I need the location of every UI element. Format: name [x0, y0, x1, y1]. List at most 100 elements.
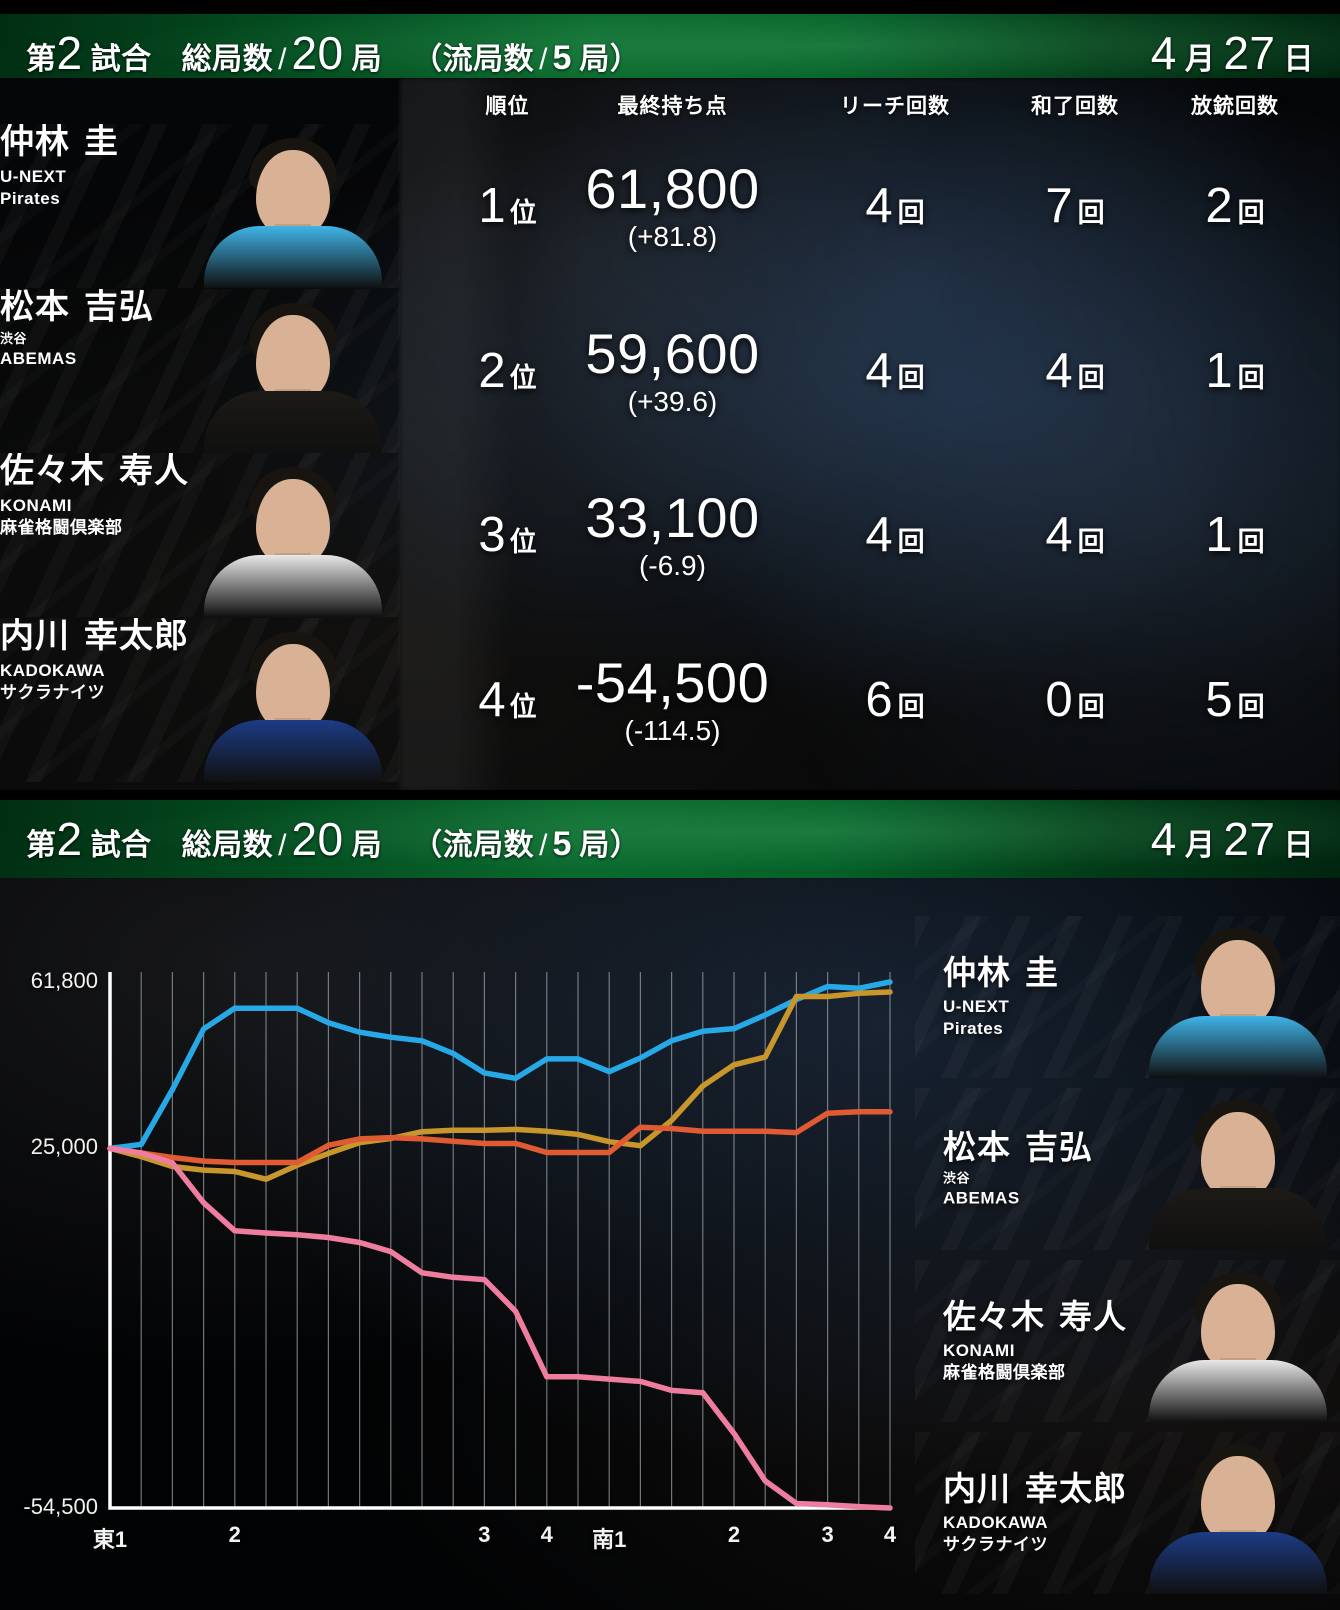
match-number-2: 2: [56, 813, 83, 865]
player-team-line1: KONAMI: [0, 496, 72, 516]
player-family-name: 仲林: [0, 124, 70, 161]
player-card: 仲林圭 U-NEXT Pirates: [0, 124, 400, 288]
chart-axis: [108, 972, 890, 1510]
player-name: 仲林圭: [0, 124, 400, 161]
match-suffix: 試合: [90, 43, 152, 76]
score-delta: (+81.8): [627, 221, 718, 252]
score-cell: 61,800 (+81.8): [540, 161, 805, 251]
column-header-0: 順位: [485, 95, 530, 118]
date-day-2: 27: [1223, 813, 1276, 865]
player-team-line1: KADOKAWA: [0, 661, 106, 681]
slash-3: /: [278, 829, 287, 862]
player-given-name: 幸太郎: [1025, 1470, 1127, 1508]
player-name-block: 仲林圭 U-NEXT Pirates: [0, 124, 400, 209]
player-given-name: 寿人: [119, 453, 189, 490]
houju-unit: 回: [1237, 363, 1265, 393]
chart-legend-cards: 仲林圭 U-NEXT Pirates 松本 吉弘 渋谷 ABEMAS 佐々木 寿人 KONAMI 麻…: [915, 916, 1340, 1596]
column-header-2: リーチ回数: [840, 95, 950, 118]
agari-count: 4: [1045, 508, 1073, 562]
final-score: 59,600: [585, 322, 760, 385]
rank-number: 1: [478, 179, 506, 233]
rank-number: 2: [478, 344, 506, 398]
rank-unit: 位: [509, 198, 537, 228]
player-family-name: 佐々木: [0, 453, 105, 490]
match-prefix: 第: [26, 43, 57, 76]
rank-unit: 位: [509, 527, 537, 557]
portrait-head: [255, 150, 330, 238]
agari-unit: 回: [1077, 363, 1105, 393]
player-family-name: 松本: [0, 289, 70, 326]
agari-unit: 回: [1077, 527, 1105, 557]
houju-unit: 回: [1237, 692, 1265, 722]
rank-number: 4: [478, 673, 506, 727]
score-line-chart: -54,500 25,000 61,800 東1 2 3 4 南1 2 3 4: [0, 878, 905, 1610]
agari-unit: 回: [1077, 692, 1105, 722]
portrait-jersey: [203, 720, 382, 782]
player-team-line2: 麻雀格闘倶楽部: [0, 517, 123, 537]
date-month-2: 4: [1150, 813, 1177, 865]
player-card: 松本 吉弘 渋谷 ABEMAS: [0, 289, 400, 453]
player-team-line1: U-NEXT: [943, 997, 1010, 1017]
portrait-jersey: [1148, 1188, 1327, 1250]
draw-label-2: （流局数: [412, 829, 535, 862]
player-name-block: 佐々木 寿人 KONAMI 麻雀格闘倶楽部: [943, 1298, 1127, 1383]
x-axis-tick-label: 南1: [592, 1527, 627, 1552]
player-name-block: 仲林圭 U-NEXT Pirates: [943, 954, 1059, 1039]
column-header-1: 最終持ち点: [617, 95, 728, 118]
player-name: 松本 吉弘: [0, 289, 400, 326]
column-header-4: 放銃回数: [1191, 95, 1279, 118]
draw-unit: 局）: [579, 43, 641, 76]
portrait-jersey: [1148, 1360, 1327, 1422]
player-team-line1: 渋谷: [943, 1170, 971, 1186]
chart-series-line: [107, 1145, 893, 1511]
score-delta: (-6.9): [639, 550, 706, 581]
riichi-unit: 回: [897, 363, 925, 393]
table-row: 佐々木 寿人 KONAMI 麻雀格闘倶楽部 3 位 33,100 (-6.9) 4 回 4 回 1 回: [0, 453, 1340, 617]
riichi-unit: 回: [897, 198, 925, 228]
legend-player-card: 松本 吉弘 渋谷 ABEMAS: [915, 1088, 1340, 1250]
x-axis-tick-label: 3: [478, 1522, 491, 1547]
total-hands-unit: 局: [351, 43, 383, 76]
player-team-line2: ABEMAS: [943, 1188, 1020, 1208]
player-family-name: 内川: [0, 618, 70, 655]
x-axis-tick-label: 東1: [92, 1527, 128, 1552]
player-team-line1: 渋谷: [0, 331, 28, 347]
player-given-name: 吉弘: [84, 289, 154, 326]
player-name-block: 佐々木 寿人 KONAMI 麻雀格闘倶楽部: [0, 453, 400, 538]
rank-unit: 位: [509, 692, 537, 722]
results-table: 順位 最終持ち点 リーチ回数 和了回数 放銃回数 仲林圭 U-NEXT Pirates 1 位 6…: [0, 78, 1340, 790]
riichi-count: 4: [865, 344, 893, 398]
x-axis-tick-label: 3: [821, 1522, 834, 1547]
date-day: 27: [1223, 27, 1276, 79]
houju-count: 1: [1205, 508, 1233, 562]
player-team-line2: 麻雀格闘倶楽部: [943, 1362, 1066, 1382]
y-axis-tick-label: 25,000: [30, 1134, 98, 1160]
draw-label: （流局数: [412, 43, 535, 76]
total-hands-value-2: 20: [291, 813, 344, 865]
chart-series-line: [107, 979, 893, 1152]
riichi-count: 6: [865, 673, 893, 727]
player-family-name: 佐々木: [943, 1298, 1045, 1336]
portrait-jersey: [203, 391, 382, 453]
match-suffix-2: 試合: [90, 829, 152, 862]
player-team-line2: Pirates: [0, 188, 61, 208]
match-number: 2: [56, 27, 83, 79]
total-hands-label-2: 総局数: [181, 829, 274, 862]
player-family-name: 仲林: [943, 954, 1011, 992]
chart-series-line: [107, 989, 893, 1182]
player-family-name: 内川: [943, 1470, 1011, 1508]
slash-1: /: [278, 43, 287, 76]
final-score: 61,800: [585, 157, 760, 220]
player-name: 佐々木 寿人: [0, 453, 400, 490]
player-given-name: 幸太郎: [84, 618, 189, 655]
